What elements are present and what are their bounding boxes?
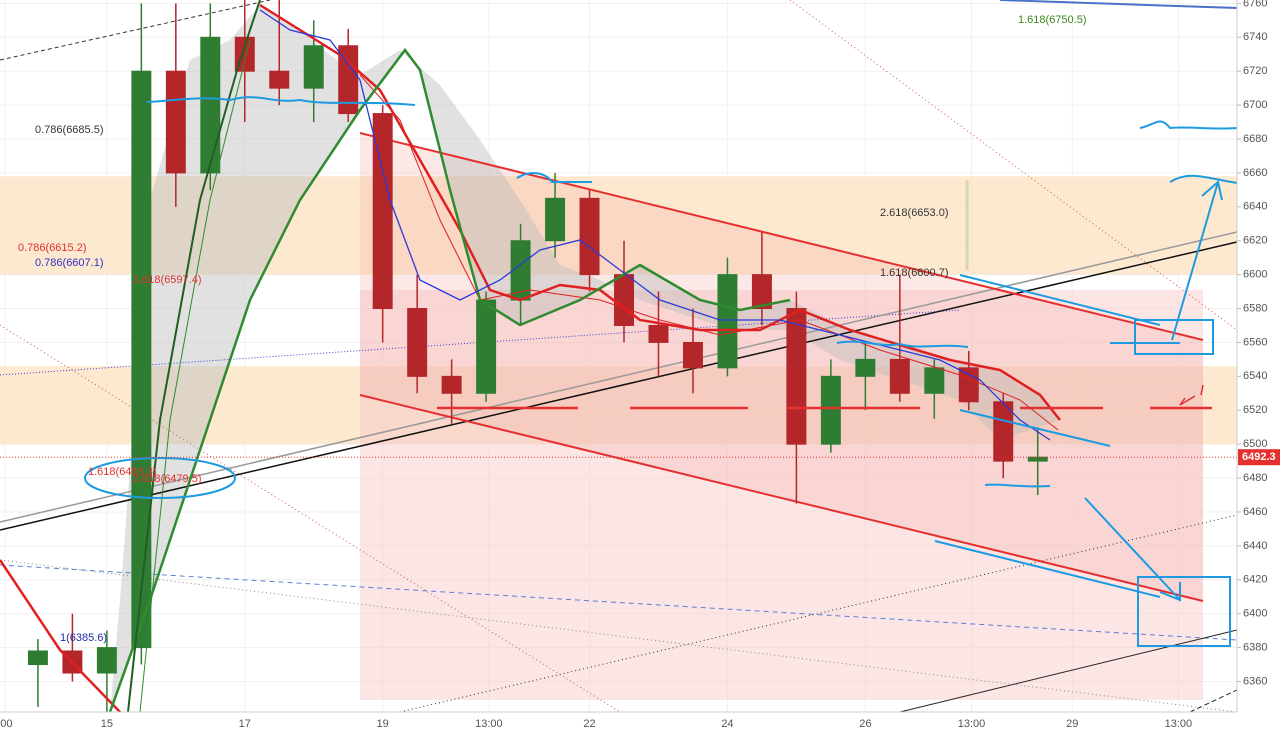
- channel-fill: [360, 290, 1203, 700]
- y-tick-label: 6600: [1243, 269, 1267, 281]
- y-tick-label: 6360: [1243, 675, 1267, 687]
- trend-line: [1189, 689, 1237, 712]
- candle-body: [303, 45, 324, 89]
- y-tick-label: 6680: [1243, 133, 1267, 145]
- y-tick-label: 6640: [1243, 201, 1267, 213]
- fib-label: 1.618(6597.4): [133, 274, 202, 286]
- moving-average: [259, 9, 1051, 441]
- x-tick-label: 29: [1066, 718, 1078, 730]
- y-tick-label: 6520: [1243, 404, 1267, 416]
- candles: [27, 0, 1048, 712]
- candle-body: [1027, 456, 1048, 462]
- y-tick-label: 6740: [1243, 31, 1267, 43]
- candle-body: [27, 650, 48, 666]
- x-tick-label: 13:00: [1165, 718, 1193, 730]
- trend-line: [0, 241, 1237, 531]
- candle-body: [96, 647, 117, 674]
- fib-label: 1.618(6600.7): [880, 267, 949, 279]
- x-tick-label: 17: [239, 718, 251, 730]
- candle-body: [131, 70, 152, 649]
- y-tick-label: 6480: [1243, 472, 1267, 484]
- moving-average: [0, 559, 121, 712]
- x-tick-label: 22: [583, 718, 595, 730]
- channel-line: [359, 394, 1204, 602]
- candle-body: [510, 240, 531, 301]
- y-tick-label: 6700: [1243, 99, 1267, 111]
- fib-label: 0.786(6615.2): [18, 242, 87, 254]
- candle-body: [545, 197, 566, 242]
- x-tick-label: 19: [377, 718, 389, 730]
- fib-label: 1.618(6750.5): [1018, 14, 1087, 26]
- moving-average: [259, 3, 1061, 421]
- y-tick-label: 6500: [1243, 438, 1267, 450]
- candle-body: [924, 367, 945, 394]
- candle-body: [717, 274, 738, 369]
- fib-label: 2.618(6653.0): [880, 207, 949, 219]
- candle-body: [407, 308, 428, 377]
- y-tick-label: 6420: [1243, 574, 1267, 586]
- x-tick-label: 24: [721, 718, 733, 730]
- candle-body: [993, 401, 1014, 462]
- trend-line: [0, 231, 1237, 523]
- trend-line: [999, 0, 1237, 9]
- candle-body: [820, 375, 841, 445]
- candle-body: [372, 113, 393, 310]
- hand-drawings: [84, 96, 1237, 647]
- fib-label: 2.618(6479.5): [133, 473, 202, 485]
- fib-label: 0.786(6685.5): [35, 124, 104, 136]
- trend-line: [899, 629, 1237, 712]
- candle-body: [786, 308, 807, 445]
- candle-body: [338, 45, 359, 115]
- fib-label: 1.618(6483.3): [88, 466, 157, 478]
- x-tick-label: 13:00: [475, 718, 503, 730]
- x-tick-label: :00: [0, 718, 12, 730]
- y-tick-label: 6400: [1243, 608, 1267, 620]
- moving-average: [359, 74, 1059, 431]
- moving-average: [108, 47, 791, 712]
- trend-line: [399, 514, 1237, 712]
- y-tick-label: 6380: [1243, 641, 1267, 653]
- zone: [0, 176, 1237, 275]
- fib-label: 1(6385.6): [60, 632, 107, 644]
- drawings-front: [0, 0, 1237, 712]
- candle-body: [958, 367, 979, 403]
- moving-average: [127, 0, 261, 712]
- moving-average: [139, 39, 251, 712]
- x-tick-label: 26: [859, 718, 871, 730]
- y-tick-label: 6720: [1243, 65, 1267, 77]
- y-tick-label: 6560: [1243, 336, 1267, 348]
- candle-body: [614, 274, 634, 326]
- y-tick-label: 6760: [1243, 0, 1267, 9]
- candle-body: [476, 299, 497, 394]
- y-tick-label: 6540: [1243, 370, 1267, 382]
- trend-line: [789, 0, 1237, 331]
- candle-body: [441, 375, 462, 394]
- candle-body: [648, 324, 669, 343]
- candle-body: [579, 197, 600, 276]
- candle-body: [269, 70, 290, 89]
- fib-label: 0.786(6607.1): [35, 257, 104, 269]
- candle-body: [751, 274, 772, 310]
- y-tick-label: 6580: [1243, 302, 1267, 314]
- candle-body: [889, 358, 910, 394]
- last-price-label: 6492.3: [1242, 451, 1276, 463]
- candle-body: [165, 70, 186, 174]
- x-tick-label: 15: [101, 718, 113, 730]
- y-tick-label: 6660: [1243, 167, 1267, 179]
- candle-body: [855, 358, 876, 377]
- last-price-box: [1238, 449, 1280, 466]
- candle-body: [200, 36, 221, 174]
- candle-body: [682, 341, 703, 369]
- x-tick-label: 13:00: [958, 718, 986, 730]
- channel-line: [359, 132, 1204, 341]
- y-tick-label: 6460: [1243, 506, 1267, 518]
- y-tick-label: 6620: [1243, 235, 1267, 247]
- y-tick-label: 6440: [1243, 540, 1267, 552]
- support-lines: [437, 384, 1212, 410]
